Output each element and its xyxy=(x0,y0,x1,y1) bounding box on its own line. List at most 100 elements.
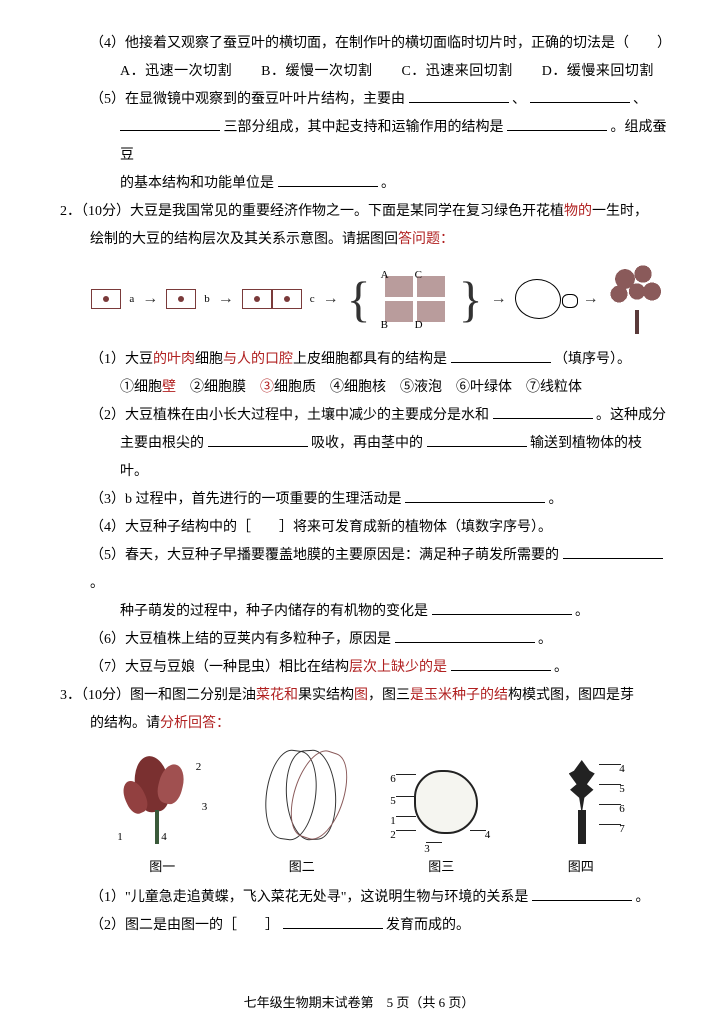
text: 绘制的大豆的结构层次及其关系示意图。请据图回 xyxy=(90,232,398,247)
cap: 图三 xyxy=(428,854,454,880)
t: 果实结构 xyxy=(298,688,354,703)
q2-header-line1: 2．（10分）大豆是我国常见的重要经济作物之一。下面是某同学在复习绿色开花植物的… xyxy=(60,198,668,226)
arrow-icon: → xyxy=(583,283,599,315)
lbl-c: c xyxy=(310,288,315,310)
text: A．迅速一次切割 B．缓慢一次切割 C．迅速来回切割 D．缓慢来回切割 xyxy=(120,64,654,79)
fig2: 图二 xyxy=(262,750,342,880)
q1-5-line1: （5）在显微镜中观察到的蚕豆叶叶片结构，主要由 、 、 xyxy=(60,86,668,114)
t: ②细胞膜 xyxy=(176,380,260,395)
blank xyxy=(432,614,572,615)
q2-5a: （5）春天，大豆种子早播要覆盖地膜的主要原因是：满足种子萌发所需要的 。 xyxy=(60,542,668,598)
q2-4: （4）大豆种子结构中的［ ］将来可发育成新的植物体（填数字序号）。 xyxy=(60,514,668,542)
blank xyxy=(409,102,509,103)
fig3: 6 5 1 2 3 4 图三 xyxy=(396,760,486,880)
bud-icon: 4 5 6 7 xyxy=(541,750,621,850)
t: 图 xyxy=(354,688,368,703)
fig4: 4 5 6 7 图四 xyxy=(541,750,621,880)
t: 上皮细胞都具有的结构是 xyxy=(293,352,447,367)
text: 2．（10分）大豆是我国常见的重要经济作物之一。下面是某同学在复习绿色开花植 xyxy=(60,204,564,219)
q2-2b: 主要由根尖的 吸收，再由茎中的 输送到植物体的枝叶。 xyxy=(60,430,668,486)
cell-icon xyxy=(166,289,196,309)
text: 的基本结构和功能单位是 xyxy=(120,176,274,191)
lbl-a: a xyxy=(129,288,134,310)
sep: 、 xyxy=(512,92,526,107)
lbl-b: b xyxy=(204,288,210,310)
flower-icon: 2 3 1 4 xyxy=(117,750,207,850)
text: （5）在显微镜中观察到的蚕豆叶叶片结构，主要由 xyxy=(90,92,405,107)
q1-4-options: A．迅速一次切割 B．缓慢一次切割 C．迅速来回切割 D．缓慢来回切割 xyxy=(60,58,668,86)
t: （7）大豆与豆娘（一种昆虫）相比在结构 xyxy=(90,660,349,675)
q1-5-line3: 的基本结构和功能单位是 。 xyxy=(60,170,668,198)
arrow-icon: → xyxy=(218,283,234,315)
text: 三部分组成，其中起支持和运输作用的结构是 xyxy=(224,120,504,135)
blank xyxy=(120,130,220,131)
t: （5）春天，大豆种子早播要覆盖地膜的主要原因是：满足种子萌发所需要的 xyxy=(90,548,559,563)
q1-4-line: （4）他接着又观察了蚕豆叶的横切面，在制作叶的横切面临时切片时，正确的切法是（ … xyxy=(60,30,668,58)
blank xyxy=(451,362,551,363)
t: （2）大豆植株在由小长大过程中，土壤中减少的主要成分是水和 xyxy=(90,408,489,423)
text-red: 物的 xyxy=(564,204,592,219)
q2-diagram: a → b → c → { A B C D } → → xyxy=(90,264,668,334)
t: 菜花和 xyxy=(256,688,298,703)
blank xyxy=(563,558,663,559)
page-footer: 七年级生物期末试卷第 5 页（共 6 页） xyxy=(0,990,718,1016)
q2-1-opts: ①细胞壁 ②细胞膜 ③细胞质 ④细胞核 ⑤液泡 ⑥叶绿体 ⑦线粒体 xyxy=(60,374,668,402)
t: 细胞质 ④细胞核 ⑤液泡 ⑥叶绿体 ⑦线粒体 xyxy=(274,380,582,395)
organ-icon xyxy=(515,279,561,319)
blank xyxy=(395,642,535,643)
t: 的叶肉 xyxy=(153,352,195,367)
t: ，图三 xyxy=(368,688,410,703)
blank xyxy=(405,502,545,503)
t: 分析回答： xyxy=(160,716,230,731)
blank xyxy=(208,446,308,447)
text: 一生时， xyxy=(592,204,648,219)
text: （4）他接着又观察了蚕豆叶的横切面，在制作叶的横切面临时切片时，正确的切法是（ … xyxy=(90,36,671,51)
cap: 图二 xyxy=(289,854,315,880)
q2-3: （3）b 过程中，首先进行的一项重要的生理活动是 。 xyxy=(60,486,668,514)
t: 构模式图，图四是芽 xyxy=(508,688,634,703)
q1-5-line2: 三部分组成，其中起支持和运输作用的结构是 。组成蚕豆 xyxy=(60,114,668,170)
fig1: 2 3 1 4 图一 xyxy=(117,750,207,880)
t: 。 xyxy=(538,632,552,647)
t: 壁 xyxy=(162,380,176,395)
t: 层次上缺少的是 xyxy=(349,660,447,675)
cell-icon xyxy=(91,289,121,309)
q3-2: （2）图二是由图一的［ ］ 发育而成的。 xyxy=(60,912,668,940)
t: （3）b 过程中，首先进行的一项重要的生理活动是 xyxy=(90,492,402,507)
blank xyxy=(451,670,551,671)
blank xyxy=(532,900,632,901)
t: 主要由根尖的 xyxy=(120,436,204,451)
q2-6: （6）大豆植株上结的豆荚内有多粒种子，原因是 。 xyxy=(60,626,668,654)
t: ③ xyxy=(260,380,274,395)
arrow-icon: → xyxy=(323,283,339,315)
q3-header-line1: 3．（10分）图一和图二分别是油菜花和果实结构图，图三是玉米种子的结构模式图，图… xyxy=(60,682,668,710)
t: 吸收，再由茎中的 xyxy=(311,436,423,451)
t: 发育而成的。 xyxy=(386,918,470,933)
blank xyxy=(530,102,630,103)
lbl-A: A xyxy=(381,264,389,286)
plant-icon xyxy=(607,264,667,334)
cap: 图一 xyxy=(149,854,175,880)
text-red: 答问题： xyxy=(398,232,454,247)
t: 细胞 xyxy=(195,352,223,367)
lbl-B: B xyxy=(381,314,388,336)
arrow-icon: → xyxy=(142,283,158,315)
t: 。 xyxy=(549,492,563,507)
t: 。 xyxy=(635,890,649,905)
text: 。 xyxy=(381,176,395,191)
t: 与人的口腔 xyxy=(223,352,293,367)
t: 3．（10分）图一和图二分别是油 xyxy=(60,688,256,703)
fruit-icon xyxy=(262,750,342,850)
cells-pair xyxy=(242,289,302,309)
blank xyxy=(427,446,527,447)
lbl-D: D xyxy=(415,314,423,336)
t: （2）图二是由图一的［ ］ xyxy=(90,918,279,933)
brace-icon: } xyxy=(459,274,483,324)
t: 。这种成分 xyxy=(596,408,666,423)
t: （6）大豆植株上结的豆荚内有多粒种子，原因是 xyxy=(90,632,391,647)
lbl-C: C xyxy=(415,264,422,286)
blank xyxy=(493,418,593,419)
q2-1: （1）大豆的叶肉细胞与人的口腔上皮细胞都具有的结构是 （填序号）。 xyxy=(60,346,668,374)
t: （1）大豆 xyxy=(90,352,153,367)
q2-7: （7）大豆与豆娘（一种昆虫）相比在结构层次上缺少的是 。 xyxy=(60,654,668,682)
